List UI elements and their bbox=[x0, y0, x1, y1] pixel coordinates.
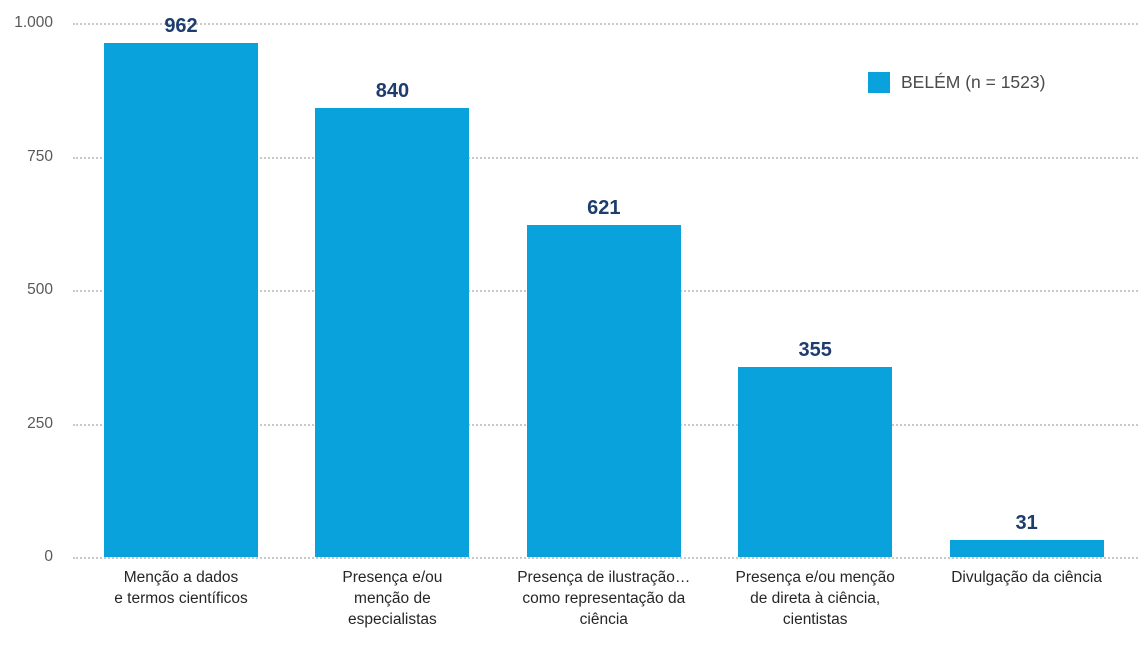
bar-value-label: 962 bbox=[164, 15, 198, 38]
legend: BELÉM (n = 1523) bbox=[868, 71, 1045, 93]
bar bbox=[526, 225, 681, 557]
bar-value-label: 355 bbox=[798, 339, 832, 362]
gridline bbox=[73, 156, 1138, 159]
x-axis-category-label: Presença e/ou menção de especialistas bbox=[342, 569, 443, 628]
bar-value-label: 31 bbox=[1015, 512, 1038, 535]
y-axis-tick-label: 500 bbox=[27, 281, 53, 298]
x-axis-category-label: Presença de ilustração… como representaç… bbox=[517, 569, 691, 628]
gridline bbox=[73, 23, 1138, 25]
legend-color-swatch bbox=[868, 71, 890, 93]
x-axis-category-label: Divulgação da ciência bbox=[951, 569, 1102, 586]
x-axis-category-label: Menção a dados e termos científicos bbox=[114, 569, 248, 607]
y-axis-tick-label: 0 bbox=[44, 548, 53, 565]
legend-label: BELÉM (n = 1523) bbox=[901, 72, 1046, 92]
bar bbox=[949, 540, 1104, 557]
x-axis-category-label: Presença e/ou menção de direta à ciência… bbox=[735, 569, 895, 628]
gridline bbox=[73, 557, 1138, 559]
bar-value-label: 840 bbox=[375, 80, 410, 103]
bar bbox=[315, 108, 470, 557]
bar bbox=[738, 367, 893, 557]
y-axis-tick-label: 250 bbox=[27, 414, 53, 432]
y-axis-tick-label: 1.000 bbox=[14, 14, 53, 31]
y-axis-tick-label: 750 bbox=[27, 147, 53, 165]
bar-value-label: 621 bbox=[587, 197, 621, 220]
bar bbox=[104, 43, 258, 557]
